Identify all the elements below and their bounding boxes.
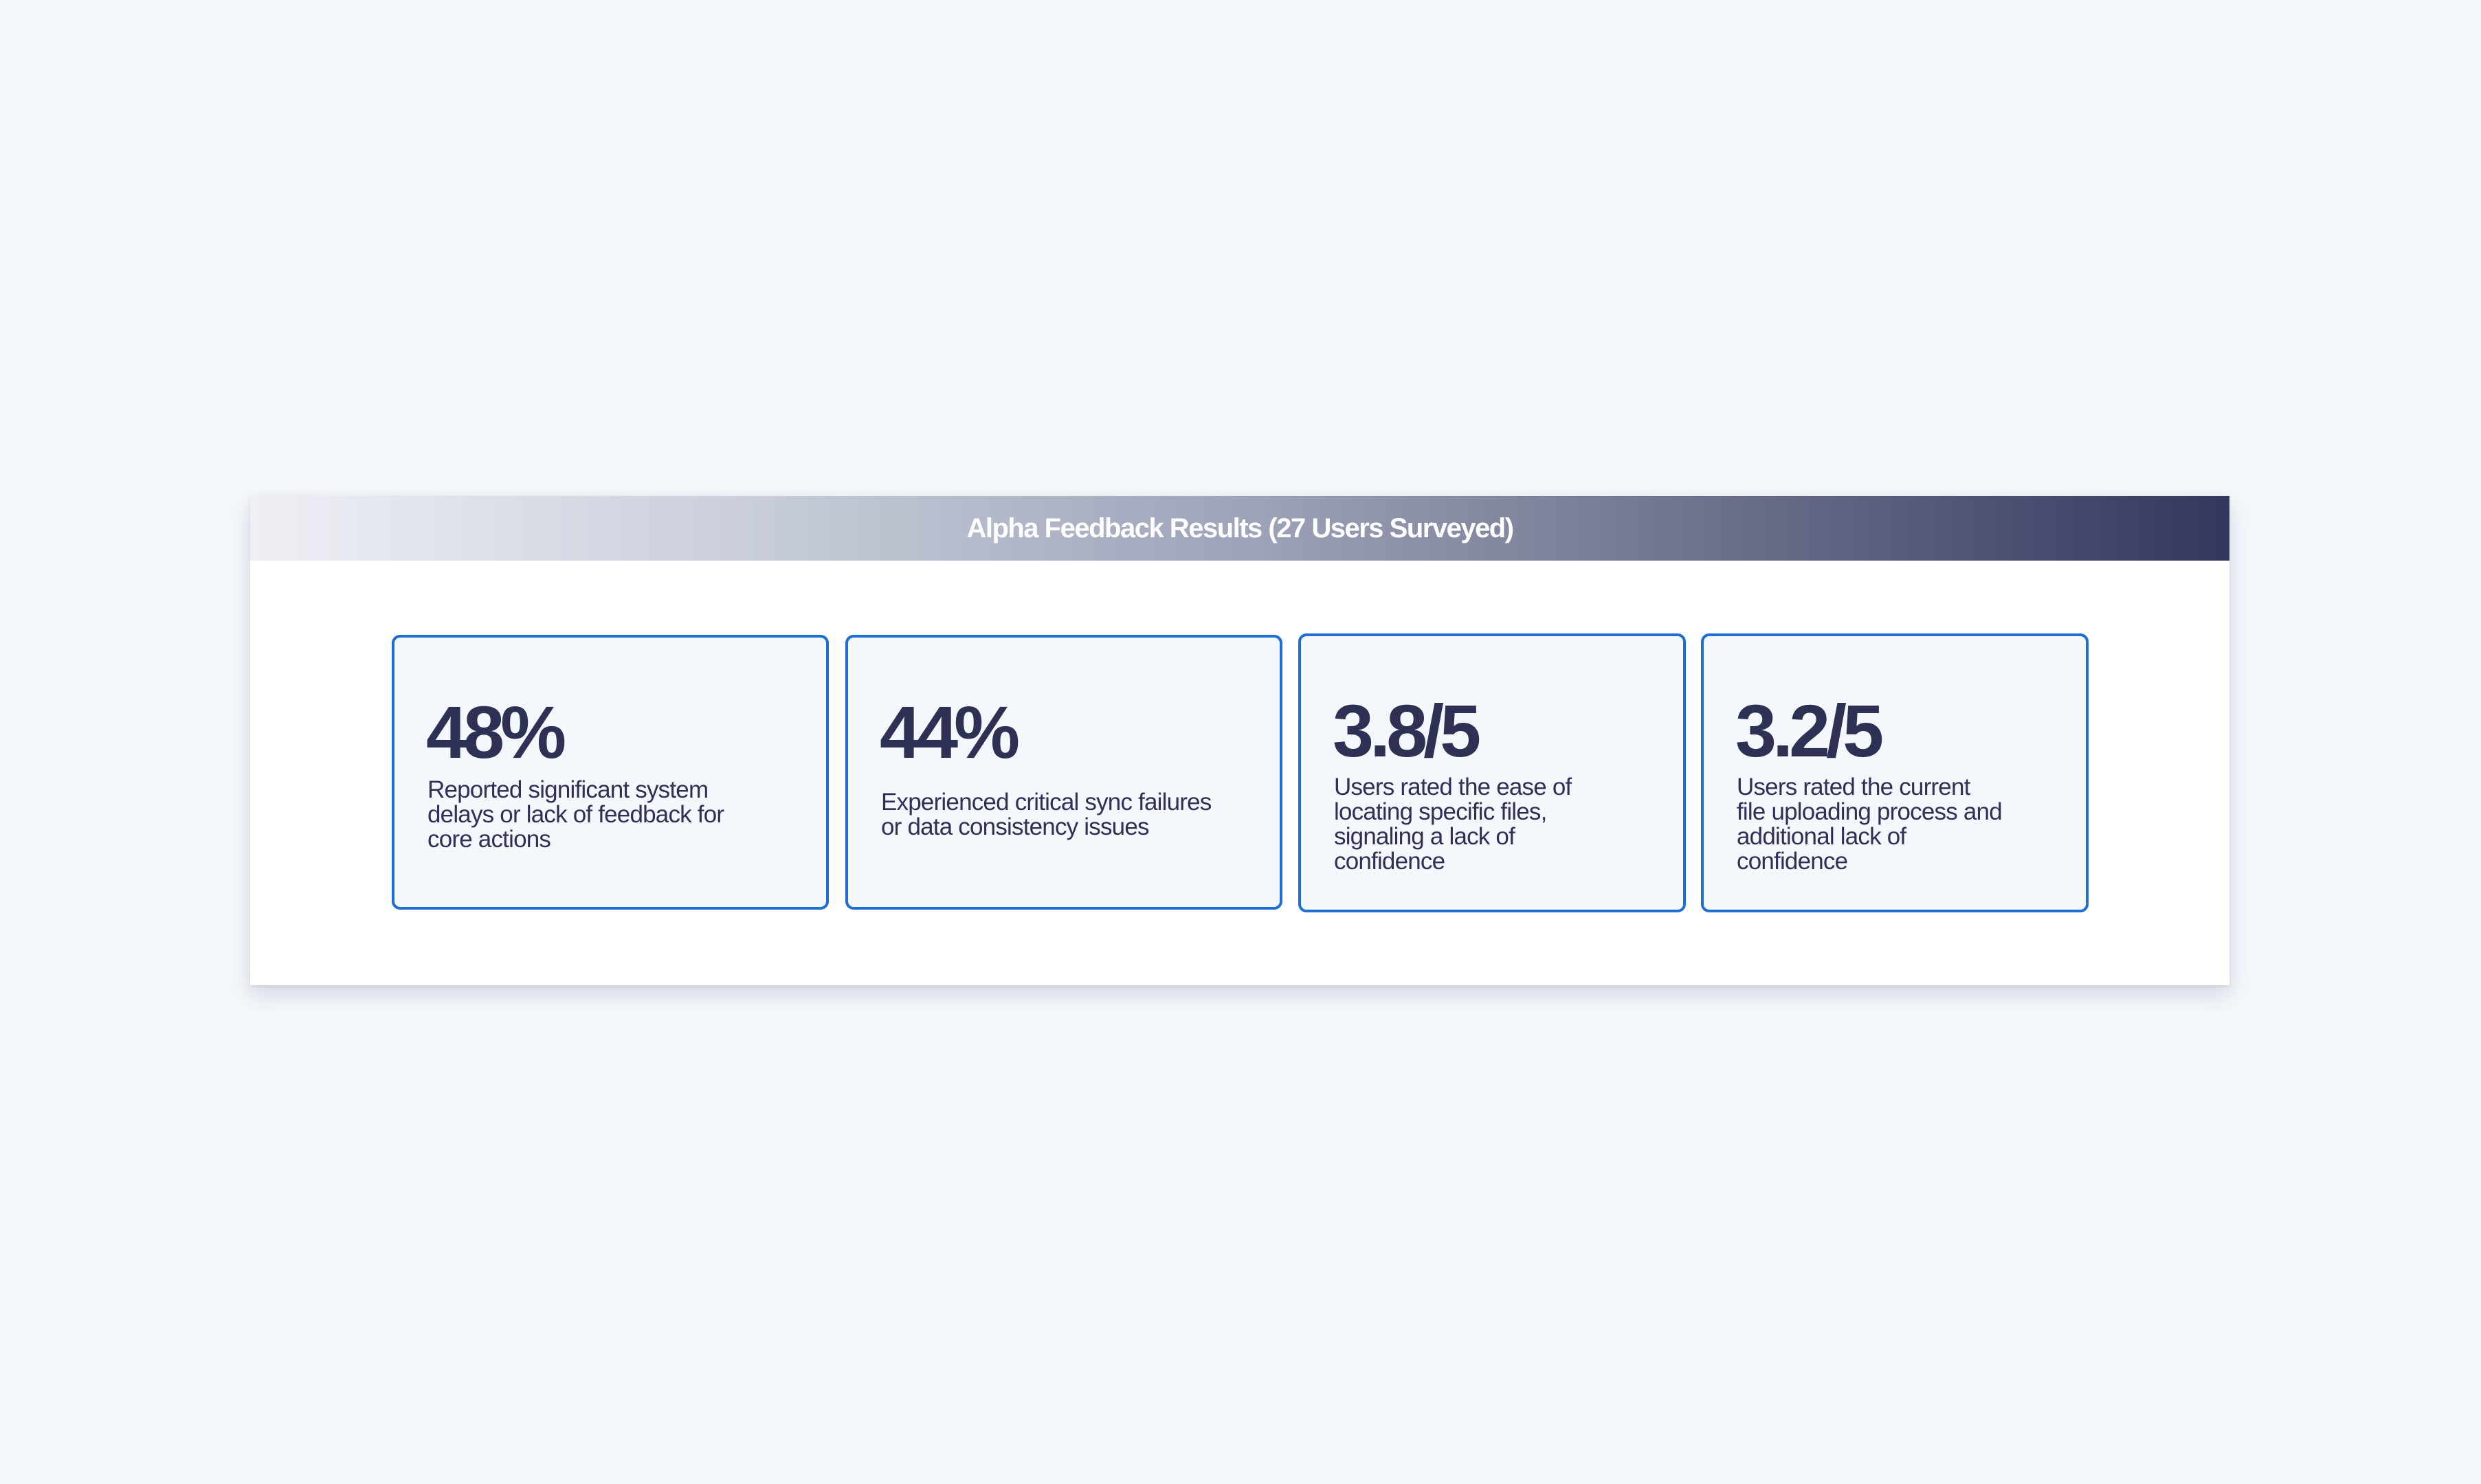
stat-card-locating-files: 3.8/5 Users rated the ease of locating s… [1298, 633, 1686, 912]
panel-header: Alpha Feedback Results (27 Users Surveye… [250, 496, 2229, 561]
stat-description: Users rated the ease of locating specifi… [1334, 774, 1572, 875]
stat-description: Users rated the current file uploading p… [1737, 774, 2003, 875]
stat-value: 3.2/5 [1735, 689, 1884, 772]
stat-value: 48% [426, 690, 566, 774]
stat-value: 44% [880, 690, 1020, 774]
stat-description: Reported significant system delays or la… [427, 776, 724, 853]
stat-value: 3.8/5 [1333, 689, 1481, 772]
panel-title: Alpha Feedback Results (27 Users Surveye… [966, 513, 1514, 543]
stat-card-sync-failures: 44% Experienced critical sync failures o… [845, 635, 1282, 910]
stat-description: Experienced critical sync failures or da… [881, 789, 1212, 840]
stat-card-file-uploading: 3.2/5 Users rated the current file uploa… [1701, 633, 2089, 912]
stat-card-system-delays: 48% Reported significant system delays o… [392, 635, 829, 910]
